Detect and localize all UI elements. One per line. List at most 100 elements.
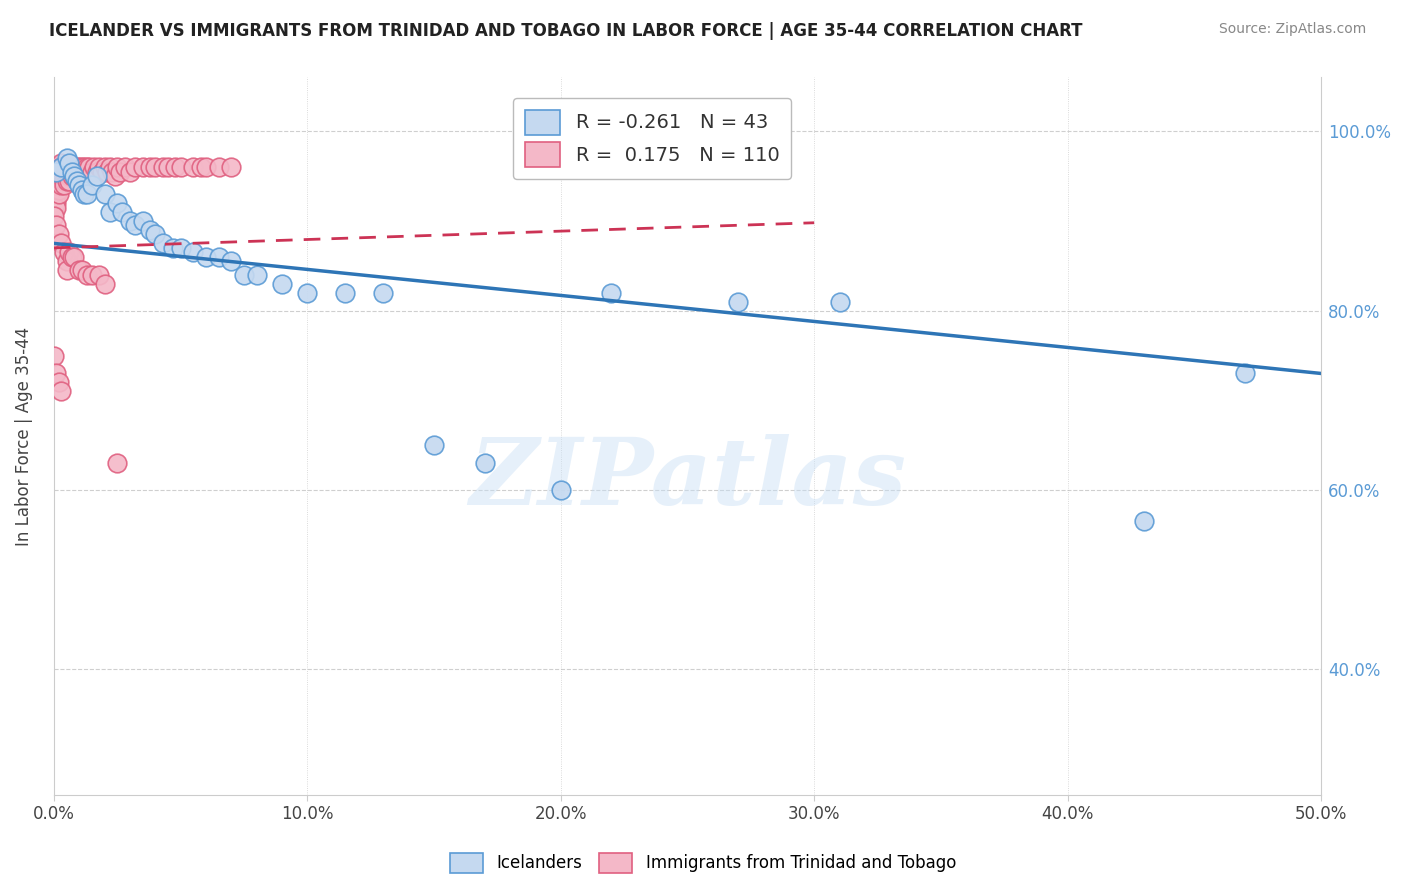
Point — [58, 155, 80, 169]
Point — [67, 178, 90, 192]
Point — [55, 254, 77, 268]
Point — [42, 210, 65, 224]
Point — [93, 187, 115, 202]
Point — [67, 263, 90, 277]
Point — [51, 164, 73, 178]
Point — [51, 160, 73, 174]
Point — [51, 173, 73, 187]
Point — [86, 164, 108, 178]
Point — [73, 160, 96, 174]
Point — [73, 164, 96, 178]
Point — [60, 164, 83, 178]
Point — [131, 160, 153, 174]
Point — [76, 187, 98, 202]
Point — [80, 178, 103, 192]
Point — [143, 160, 166, 174]
Point — [245, 268, 267, 282]
Point — [42, 196, 65, 211]
Point — [550, 483, 572, 497]
Point — [181, 245, 204, 260]
Point — [727, 294, 749, 309]
Point — [52, 173, 75, 187]
Point — [76, 268, 98, 282]
Point — [86, 169, 108, 183]
Point — [111, 205, 134, 219]
Point — [66, 164, 89, 178]
Point — [63, 169, 86, 183]
Point — [139, 160, 162, 174]
Point — [89, 160, 111, 174]
Point — [80, 268, 103, 282]
Point — [124, 219, 146, 233]
Point — [58, 169, 80, 183]
Point — [42, 164, 65, 178]
Point — [67, 169, 90, 183]
Point — [118, 164, 141, 178]
Point — [51, 384, 73, 399]
Y-axis label: In Labor Force | Age 35-44: In Labor Force | Age 35-44 — [15, 326, 32, 546]
Point — [124, 160, 146, 174]
Point — [828, 294, 851, 309]
Point — [48, 183, 70, 197]
Point — [98, 160, 121, 174]
Point — [105, 196, 128, 211]
Point — [73, 187, 96, 202]
Point — [55, 263, 77, 277]
Point — [1132, 515, 1154, 529]
Point — [48, 178, 70, 192]
Point — [45, 164, 67, 178]
Point — [1234, 367, 1257, 381]
Point — [55, 160, 77, 174]
Legend: Icelanders, Immigrants from Trinidad and Tobago: Icelanders, Immigrants from Trinidad and… — [443, 847, 963, 880]
Point — [42, 349, 65, 363]
Point — [93, 160, 115, 174]
Point — [105, 160, 128, 174]
Point — [48, 173, 70, 187]
Point — [42, 160, 65, 174]
Point — [63, 250, 86, 264]
Point — [190, 160, 212, 174]
Point — [93, 277, 115, 291]
Point — [55, 151, 77, 165]
Point — [51, 178, 73, 192]
Point — [271, 277, 294, 291]
Point — [52, 164, 75, 178]
Point — [105, 456, 128, 470]
Point — [42, 183, 65, 197]
Point — [80, 164, 103, 178]
Point — [101, 164, 124, 178]
Point — [156, 160, 179, 174]
Point — [58, 160, 80, 174]
Point — [52, 160, 75, 174]
Point — [45, 187, 67, 202]
Point — [139, 223, 162, 237]
Point — [66, 173, 89, 187]
Point — [55, 173, 77, 187]
Point — [169, 241, 191, 255]
Point — [48, 164, 70, 178]
Point — [52, 245, 75, 260]
Point — [48, 169, 70, 183]
Point — [98, 205, 121, 219]
Text: ICELANDER VS IMMIGRANTS FROM TRINIDAD AND TOBAGO IN LABOR FORCE | AGE 35-44 CORR: ICELANDER VS IMMIGRANTS FROM TRINIDAD AN… — [49, 22, 1083, 40]
Point — [45, 164, 67, 178]
Point — [42, 178, 65, 192]
Point — [104, 169, 127, 183]
Point — [45, 219, 67, 233]
Point — [297, 285, 319, 300]
Point — [45, 169, 67, 183]
Point — [194, 250, 217, 264]
Point — [45, 196, 67, 211]
Point — [63, 169, 86, 183]
Point — [45, 183, 67, 197]
Point — [70, 263, 93, 277]
Point — [55, 169, 77, 183]
Point — [162, 241, 184, 255]
Point — [45, 192, 67, 206]
Point — [91, 164, 114, 178]
Point — [131, 214, 153, 228]
Point — [58, 164, 80, 178]
Point — [45, 178, 67, 192]
Point — [42, 173, 65, 187]
Point — [45, 201, 67, 215]
